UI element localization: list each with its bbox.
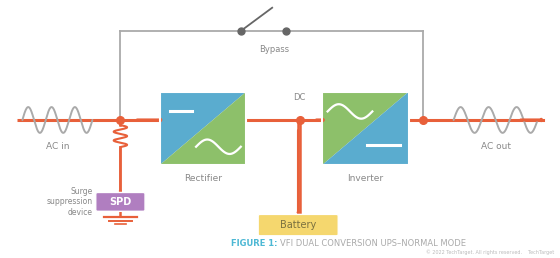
Text: AC in: AC in xyxy=(46,142,69,151)
Text: DC: DC xyxy=(293,93,306,102)
Text: Rectifier: Rectifier xyxy=(184,174,222,183)
Text: Bypass: Bypass xyxy=(259,45,290,54)
Polygon shape xyxy=(322,92,409,165)
Polygon shape xyxy=(322,92,409,165)
Text: VFI DUAL CONVERSION UPS–NORMAL MODE: VFI DUAL CONVERSION UPS–NORMAL MODE xyxy=(280,239,466,248)
Text: FIGURE 1:: FIGURE 1: xyxy=(231,239,280,248)
Bar xyxy=(322,92,409,165)
Text: Battery: Battery xyxy=(280,220,316,230)
Text: © 2022 TechTarget. All rights reserved.    TechTarget: © 2022 TechTarget. All rights reserved. … xyxy=(426,250,554,255)
Bar xyxy=(160,92,246,165)
FancyBboxPatch shape xyxy=(258,214,338,236)
Polygon shape xyxy=(160,92,246,165)
Text: Inverter: Inverter xyxy=(347,174,384,183)
Text: AC out: AC out xyxy=(480,142,511,151)
Text: SPD: SPD xyxy=(109,197,132,207)
Text: Surge
suppression
device: Surge suppression device xyxy=(46,187,92,217)
FancyBboxPatch shape xyxy=(96,192,145,211)
Polygon shape xyxy=(160,92,246,165)
